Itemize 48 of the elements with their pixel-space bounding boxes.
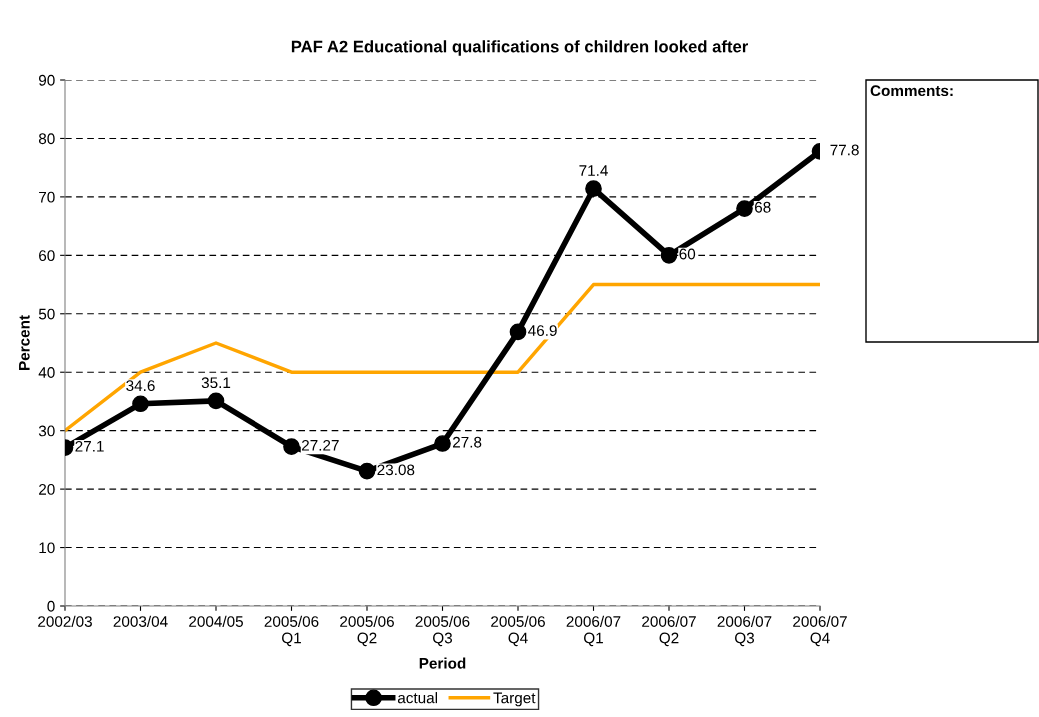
data-label: 35.1 — [201, 377, 231, 389]
point — [509, 323, 527, 341]
data-label: 60 — [679, 248, 696, 260]
point — [207, 392, 225, 410]
y-tick-label: 80 — [38, 133, 55, 145]
point — [434, 435, 451, 452]
data-label: 27.1 — [75, 440, 104, 452]
y-tick-label: 20 — [39, 483, 55, 495]
line-series — [65, 282, 820, 433]
data-label: 34.6 — [126, 380, 155, 392]
chart-title: PAF A2 Educational qualifications of children looked after — [291, 40, 748, 56]
x-tick-label: 2005/06 Q2 — [340, 615, 394, 647]
legend-label: Target — [493, 692, 536, 707]
x-tick-label: 2006/07 Q3 — [717, 615, 772, 647]
point — [358, 462, 376, 480]
data-label: 68 — [755, 201, 771, 213]
point — [132, 395, 149, 413]
text: Comments: — [870, 85, 953, 97]
point — [283, 438, 300, 455]
y-axis-title: Percent — [19, 315, 30, 370]
y-tick-label: 40 — [38, 367, 55, 378]
y-tick-label: 60 — [39, 250, 55, 262]
y-tick-label: 90 — [39, 74, 55, 86]
x-tick-label: 2003/04 — [113, 615, 168, 627]
y-tick-label: 30 — [38, 425, 55, 437]
x-tick-label: 2002/03 — [38, 615, 92, 627]
x-tick-label: 2005/06 Q3 — [415, 615, 470, 647]
x-tick-label: 2005/06 Q1 — [264, 615, 319, 647]
data-label: 77.8 — [830, 144, 859, 156]
y-tick-label: 0 — [47, 600, 55, 612]
point — [660, 246, 678, 264]
point — [736, 200, 753, 217]
y-tick-label: 10 — [39, 542, 55, 554]
y-tick-label: 70 — [39, 191, 55, 203]
x-tick-label: 2005/06 Q4 — [491, 615, 545, 647]
x-tick-label: 2004/05 — [189, 615, 243, 627]
point — [585, 180, 602, 198]
data-label: 27.8 — [452, 436, 482, 448]
x-tick-label: 2006/07 Q4 — [793, 615, 847, 647]
x-tick-label: 2006/07 Q1 — [566, 615, 621, 647]
data-label: 71.4 — [579, 165, 608, 176]
legend-label: actual — [397, 692, 438, 704]
x-tick-label: 2006/07 Q2 — [642, 615, 696, 647]
y-tick-label: 50 — [38, 308, 55, 320]
data-label: 27.27 — [301, 439, 339, 451]
data-label: 23.08 — [377, 464, 415, 476]
data-label: 46.9 — [528, 325, 557, 336]
x-axis-title: Period — [419, 657, 466, 669]
